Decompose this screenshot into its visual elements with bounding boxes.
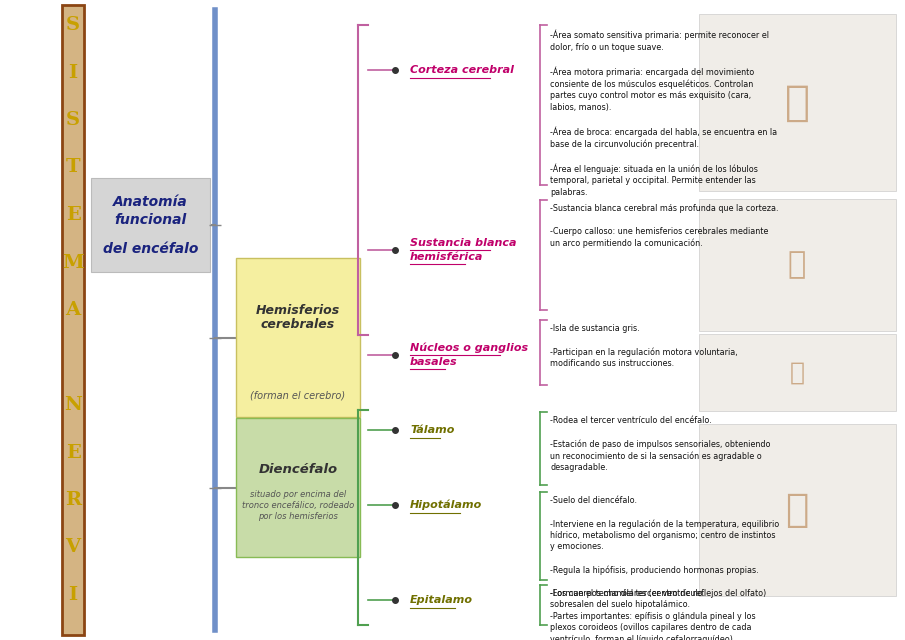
Text: E: E	[65, 206, 81, 224]
Text: -Sustancia blanca cerebral más profunda que la corteza.

-Cuerpo calloso: une he: -Sustancia blanca cerebral más profunda …	[550, 204, 778, 248]
Text: Corteza cerebral: Corteza cerebral	[410, 65, 514, 75]
Text: R: R	[65, 491, 81, 509]
Text: -Forman el techo del tercer ventrículo.

-Partes importantes: epífisis o glándul: -Forman el techo del tercer ventrículo. …	[550, 589, 756, 640]
Text: 🧠: 🧠	[786, 491, 809, 529]
FancyBboxPatch shape	[236, 258, 360, 417]
Text: Hemisferios
cerebrales: Hemisferios cerebrales	[256, 303, 340, 332]
Text: -Isla de sustancia gris.

-Participan en la regulación motora voluntaria,
modifi: -Isla de sustancia gris. -Participan en …	[550, 324, 738, 368]
FancyBboxPatch shape	[91, 178, 210, 272]
Text: A: A	[65, 301, 81, 319]
Text: basales: basales	[410, 357, 458, 367]
FancyBboxPatch shape	[699, 199, 896, 331]
Text: I: I	[69, 63, 78, 81]
Text: hemisférica: hemisférica	[410, 252, 483, 262]
Text: Epitalamo: Epitalamo	[410, 595, 473, 605]
Text: Núcleos o ganglios: Núcleos o ganglios	[410, 343, 529, 353]
FancyBboxPatch shape	[699, 14, 896, 191]
Text: -Área somato sensitiva primaria: permite reconocer el
dolor, frío o un toque sua: -Área somato sensitiva primaria: permite…	[550, 30, 777, 196]
Text: 🧠: 🧠	[788, 250, 806, 280]
Text: Anatomía
funcional: Anatomía funcional	[113, 195, 188, 227]
Text: (forman el cerebro): (forman el cerebro)	[251, 390, 346, 400]
Text: Sustancia blanca: Sustancia blanca	[410, 238, 517, 248]
Text: S: S	[66, 16, 80, 34]
FancyBboxPatch shape	[62, 5, 84, 635]
Text: E: E	[65, 444, 81, 461]
Text: -Rodea el tercer ventrículo del encéfalo.

-Estación de paso de impulsos sensori: -Rodea el tercer ventrículo del encéfalo…	[550, 416, 770, 472]
Text: del encéfalo: del encéfalo	[103, 242, 198, 256]
Text: -Suelo del diencéfalo.

-Interviene en la regulación de la temperatura, equilibr: -Suelo del diencéfalo. -Interviene en la…	[550, 496, 779, 609]
FancyBboxPatch shape	[699, 334, 896, 411]
Text: 🧠: 🧠	[785, 82, 809, 124]
Text: Hipotálamo: Hipotálamo	[410, 500, 482, 510]
FancyBboxPatch shape	[236, 418, 360, 557]
Text: M: M	[62, 253, 84, 271]
Text: Diencéfalo: Diencéfalo	[259, 463, 338, 476]
Text: T: T	[66, 159, 81, 177]
Text: I: I	[69, 586, 78, 604]
Text: V: V	[65, 538, 81, 557]
Text: 🧠: 🧠	[789, 361, 805, 385]
Text: situado por encima del
tronco encefálico, rodeado
por los hemisferios: situado por encima del tronco encefálico…	[242, 490, 354, 521]
Text: N: N	[64, 396, 82, 414]
Text: Tálamo: Tálamo	[410, 425, 454, 435]
FancyBboxPatch shape	[699, 424, 896, 596]
Text: S: S	[66, 111, 80, 129]
